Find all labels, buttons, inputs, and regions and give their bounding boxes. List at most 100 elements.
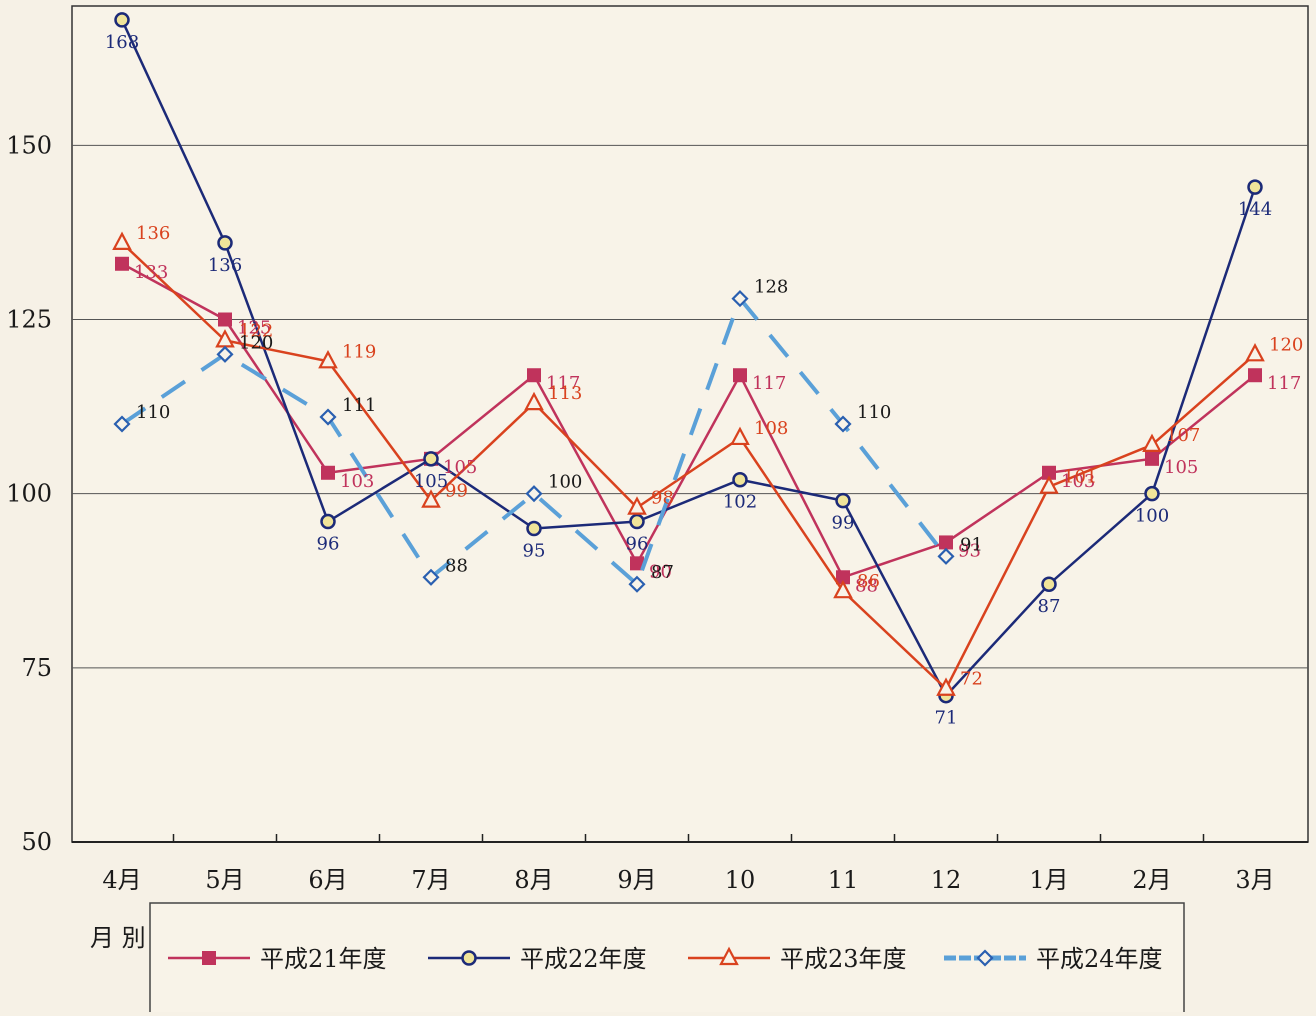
data-point-s2 <box>524 391 544 411</box>
data-point-s1 <box>217 235 233 251</box>
x-tick-label: 3月 <box>1235 866 1274 894</box>
data-point-s3 <box>937 547 955 565</box>
y-tick-label: 150 <box>6 131 52 159</box>
data-label-s2: 99 <box>445 481 468 502</box>
data-label-s3: 91 <box>960 534 983 555</box>
data-label-s0: 117 <box>752 373 786 394</box>
data-label-s2: 122 <box>239 320 273 341</box>
y-tick-label: 75 <box>21 654 52 682</box>
data-point-s1 <box>526 520 542 537</box>
data-label-s0: 103 <box>340 471 374 492</box>
x-tick-label: 1月 <box>1029 866 1068 894</box>
data-label-s3: 128 <box>754 277 788 298</box>
x-tick-label: 12 <box>931 866 962 894</box>
series-line-1 <box>120 19 1257 698</box>
data-label-s3: 120 <box>239 332 273 353</box>
data-label-s1: 96 <box>317 534 340 555</box>
data-point-s3 <box>319 408 337 426</box>
caption-fragment: 月 別 <box>90 924 146 952</box>
data-point-s0 <box>733 368 747 383</box>
data-point-s0 <box>939 535 953 550</box>
data-label-s2: 86 <box>857 571 880 592</box>
data-point-s3 <box>216 345 234 363</box>
data-point-s0 <box>836 570 850 585</box>
data-label-s1: 105 <box>414 471 448 492</box>
data-label-s3: 87 <box>651 562 674 583</box>
data-point-s2 <box>1245 342 1265 362</box>
data-point-s1 <box>1247 179 1263 195</box>
data-label-s0: 88 <box>855 575 878 596</box>
x-tick-label: 11 <box>828 866 859 894</box>
data-label-s0: 103 <box>1061 471 1095 492</box>
data-point-s3 <box>525 485 543 503</box>
data-label-s3: 110 <box>136 402 170 423</box>
x-tick-label: 4月 <box>102 866 141 894</box>
data-point-s2 <box>627 496 647 515</box>
data-point-s2 <box>1142 433 1162 452</box>
data-point-s0 <box>218 312 232 327</box>
data-label-s1: 96 <box>626 534 649 555</box>
data-point-s1 <box>320 513 336 530</box>
legend-marker <box>461 950 477 966</box>
data-point-s2 <box>1039 475 1059 494</box>
y-tick-label: 100 <box>6 480 52 508</box>
data-point-s0 <box>1145 451 1159 466</box>
data-label-s1: 100 <box>1135 506 1169 527</box>
x-tick-label: 9月 <box>617 866 656 894</box>
data-point-s0 <box>115 256 129 271</box>
data-point-s1 <box>1041 576 1057 592</box>
x-tick-label: 10 <box>725 866 756 894</box>
data-label-s2: 107 <box>1166 425 1200 446</box>
y-tick-label: 125 <box>6 306 52 334</box>
series-line-2 <box>121 241 1256 691</box>
data-label-s3: 111 <box>342 395 376 416</box>
legend-label: 平成22年度 <box>520 945 647 973</box>
data-point-s1 <box>732 471 748 488</box>
data-point-s0 <box>1248 368 1262 383</box>
x-tick-label: 8月 <box>514 866 553 894</box>
data-label-s0: 105 <box>443 457 477 478</box>
data-point-s1 <box>629 513 645 530</box>
data-point-s3 <box>628 575 646 593</box>
data-point-s2 <box>318 349 338 369</box>
data-label-s0: 90 <box>649 561 672 582</box>
data-label-s2: 72 <box>960 669 983 690</box>
x-tick-label: 6月 <box>308 866 347 894</box>
series-line-3 <box>120 294 948 588</box>
data-label-s0: 117 <box>546 373 580 394</box>
data-point-s2 <box>833 579 853 599</box>
x-tick-label: 5月 <box>205 866 244 894</box>
data-label-s1: 102 <box>723 492 757 513</box>
data-label-s2: 136 <box>136 223 170 244</box>
data-point-s3 <box>731 290 749 308</box>
data-point-s1 <box>114 12 130 28</box>
data-label-s0: 105 <box>1164 457 1198 478</box>
data-label-s1: 99 <box>832 513 855 534</box>
data-label-s2: 119 <box>342 341 376 362</box>
legend-marker <box>719 946 739 966</box>
data-label-s1: 95 <box>523 541 546 562</box>
data-label-s1: 71 <box>935 708 958 729</box>
legend-label: 平成21年度 <box>260 945 387 973</box>
data-point-s0 <box>1042 465 1056 480</box>
x-tick-label: 2月 <box>1132 866 1171 894</box>
data-point-s0 <box>630 556 644 571</box>
data-label-s2: 98 <box>651 488 674 509</box>
data-point-s3 <box>834 415 852 433</box>
data-point-s3 <box>422 568 440 586</box>
legend-marker <box>976 949 994 967</box>
legend-label: 平成24年度 <box>1036 945 1163 973</box>
data-label-s1: 136 <box>208 255 242 276</box>
y-tick-label: 50 <box>21 828 52 856</box>
data-label-s2: 120 <box>1269 334 1303 355</box>
data-point-s1 <box>1144 485 1160 502</box>
data-label-s2: 113 <box>548 383 582 404</box>
data-label-s2: 101 <box>1063 467 1097 488</box>
data-label-s1: 87 <box>1038 596 1061 617</box>
data-point-s2 <box>936 677 956 696</box>
data-label-s0: 93 <box>958 540 981 561</box>
data-label-s2: 108 <box>754 418 788 439</box>
data-label-s0: 125 <box>237 318 271 339</box>
